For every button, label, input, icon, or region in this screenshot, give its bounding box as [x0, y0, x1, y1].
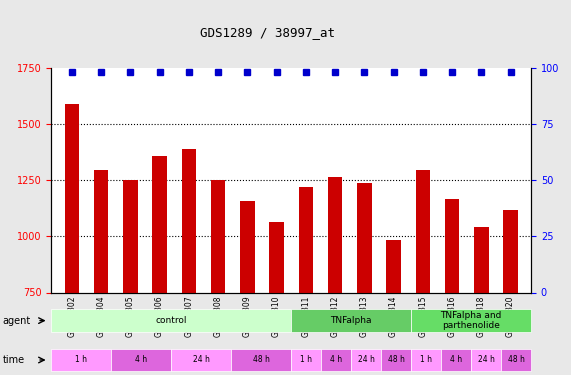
Bar [123, 180, 138, 375]
Bar [270, 222, 284, 375]
Bar [357, 183, 372, 375]
Text: 24 h: 24 h [477, 356, 494, 364]
Bar [416, 170, 430, 375]
Text: time: time [3, 355, 25, 365]
Bar [211, 180, 226, 375]
Bar [503, 210, 518, 375]
Bar [299, 187, 313, 375]
Text: 48 h: 48 h [508, 356, 525, 364]
Bar [94, 170, 108, 375]
Text: 1 h: 1 h [300, 356, 312, 364]
Text: TNFalpha and
parthenolide: TNFalpha and parthenolide [440, 311, 502, 330]
Text: 24 h: 24 h [193, 356, 210, 364]
Bar [328, 177, 343, 375]
Bar [386, 240, 401, 375]
Text: 1 h: 1 h [75, 356, 87, 364]
Text: agent: agent [3, 316, 31, 326]
Bar [182, 148, 196, 375]
Bar [445, 199, 460, 375]
Text: 4 h: 4 h [450, 356, 462, 364]
Text: 48 h: 48 h [388, 356, 405, 364]
Bar [240, 201, 255, 375]
Text: GDS1289 / 38997_at: GDS1289 / 38997_at [200, 26, 335, 39]
Bar [152, 156, 167, 375]
Text: 1 h: 1 h [420, 356, 432, 364]
Text: TNFalpha: TNFalpha [331, 316, 372, 325]
Bar [65, 104, 79, 375]
Text: 48 h: 48 h [253, 356, 270, 364]
Bar [474, 227, 489, 375]
Text: 4 h: 4 h [135, 356, 147, 364]
Text: 24 h: 24 h [357, 356, 375, 364]
Text: 4 h: 4 h [330, 356, 342, 364]
Text: control: control [155, 316, 187, 325]
